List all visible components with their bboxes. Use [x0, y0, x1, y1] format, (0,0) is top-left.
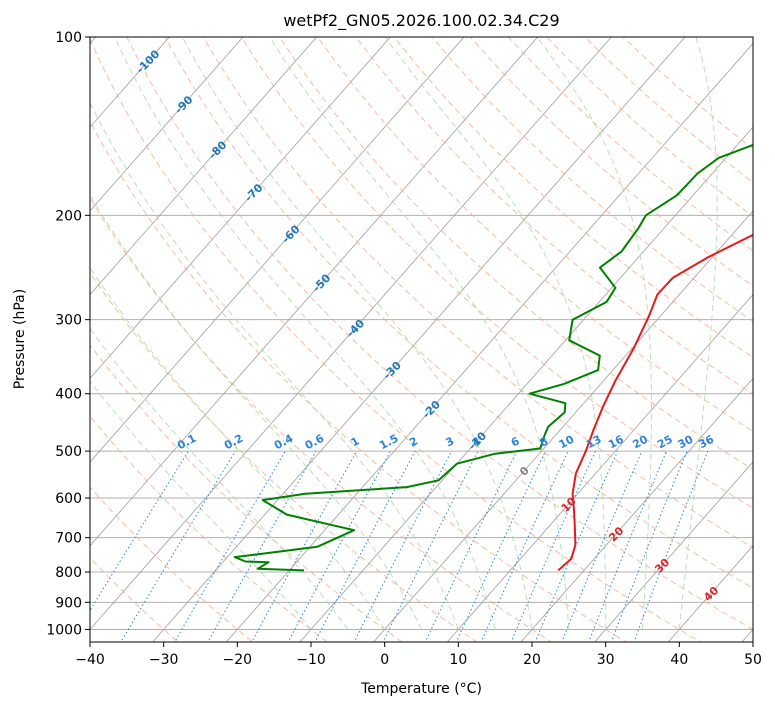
dry-adiabat-line: [90, 486, 254, 642]
dry-adiabat-line: [90, 271, 478, 642]
moist-adiabat-line: [536, 37, 652, 630]
isotherm-line: [90, 37, 465, 463]
mixing-ratio-label: 16: [606, 433, 626, 452]
moist-adiabat-line: [678, 37, 718, 630]
y-tick-label: 800: [55, 565, 82, 581]
y-tick-label: 1000: [46, 622, 82, 638]
x-tick-label: 0: [380, 652, 389, 668]
isotherm-line: [225, 42, 753, 642]
y-axis-label: Pressure (hPa): [12, 289, 28, 389]
mixing-ratio-label: 30: [676, 433, 696, 452]
mixing-ratio-label: 10: [557, 433, 577, 452]
y-tick-label: 900: [55, 595, 82, 611]
moist-adiabat-line: [90, 193, 422, 630]
y-tick-label: 500: [55, 444, 82, 460]
isotherm-line: [520, 377, 753, 642]
plot-frame: [89, 36, 754, 643]
mixing-ratio-label: 20: [630, 433, 650, 452]
x-axis-label: Temperature (°C): [360, 681, 482, 697]
dry-adiabat-line: [90, 344, 403, 642]
dry-adiabat-line: [90, 120, 627, 642]
x-tick-label: −20: [223, 652, 253, 668]
isotherm-line: [667, 545, 753, 642]
dewpoint-profile-line: [233, 143, 753, 572]
isotherm-line: [90, 37, 391, 379]
dry-adiabat-line: [90, 557, 179, 642]
x-tick-label: 30: [597, 652, 615, 668]
mixing-ratio-label: 36: [696, 432, 716, 451]
mixing-ratio-line: [314, 450, 416, 642]
isotherm-line: [90, 37, 612, 631]
x-tick-label: −40: [75, 652, 105, 668]
mixing-ratio-line: [90, 450, 189, 612]
y-tick-label: 700: [55, 531, 82, 547]
isotherm-line: [90, 37, 244, 212]
chart-title: wetPf2_GN05.2026.100.02.34.C29: [283, 11, 559, 31]
moist-adiabat-line: [114, 37, 496, 630]
moist-adiabat-line: [90, 327, 349, 630]
x-tick-label: 50: [744, 652, 762, 668]
isotherm-line: [90, 37, 317, 296]
x-tick-label: 40: [670, 652, 688, 668]
dry-adiabat-line: [393, 37, 753, 358]
moist-adiabat-line: [90, 101, 459, 630]
mixing-ratio-line: [174, 450, 286, 642]
mixing-ratio-line: [534, 450, 619, 642]
y-tick-label: 300: [55, 313, 82, 329]
moist-adiabat-line: [269, 37, 570, 630]
isotherm-line: [446, 293, 753, 642]
temperature-profile-line: [557, 233, 753, 572]
mixing-ratio-line: [251, 450, 358, 642]
isotherm-line: [90, 37, 538, 547]
x-tick-label: 20: [523, 652, 541, 668]
moist-adiabat-line: [90, 266, 386, 630]
mixing-ratio-line: [561, 450, 643, 642]
mixing-ratio-line: [424, 450, 518, 642]
x-tick-label: 10: [449, 652, 467, 668]
mixing-ratio-line: [120, 450, 236, 642]
mixing-ratio-line: [287, 450, 391, 642]
y-tick-label: 600: [55, 491, 82, 507]
dry-adiabat-line: [317, 37, 753, 432]
mixing-ratio-line: [588, 450, 668, 642]
x-tick-label: −10: [296, 652, 326, 668]
x-tick-label: −30: [149, 652, 179, 668]
moist-adiabat-line: [181, 37, 533, 630]
moist-adiabat-line: [90, 380, 312, 630]
mixing-ratio-label: 25: [655, 433, 675, 452]
y-tick-label: 200: [55, 208, 82, 224]
moist-adiabat-line: [384, 37, 607, 630]
mixing-ratio-label: 13: [584, 433, 604, 452]
dry-adiabat-line: [355, 37, 753, 395]
isotherm-line: [594, 461, 753, 642]
y-tick-label: 100: [55, 30, 82, 46]
mixing-ratio-line: [510, 450, 596, 642]
mixing-ratio-line: [207, 450, 317, 642]
dry-adiabat-line: [90, 38, 702, 642]
y-tick-label: 400: [55, 387, 82, 403]
